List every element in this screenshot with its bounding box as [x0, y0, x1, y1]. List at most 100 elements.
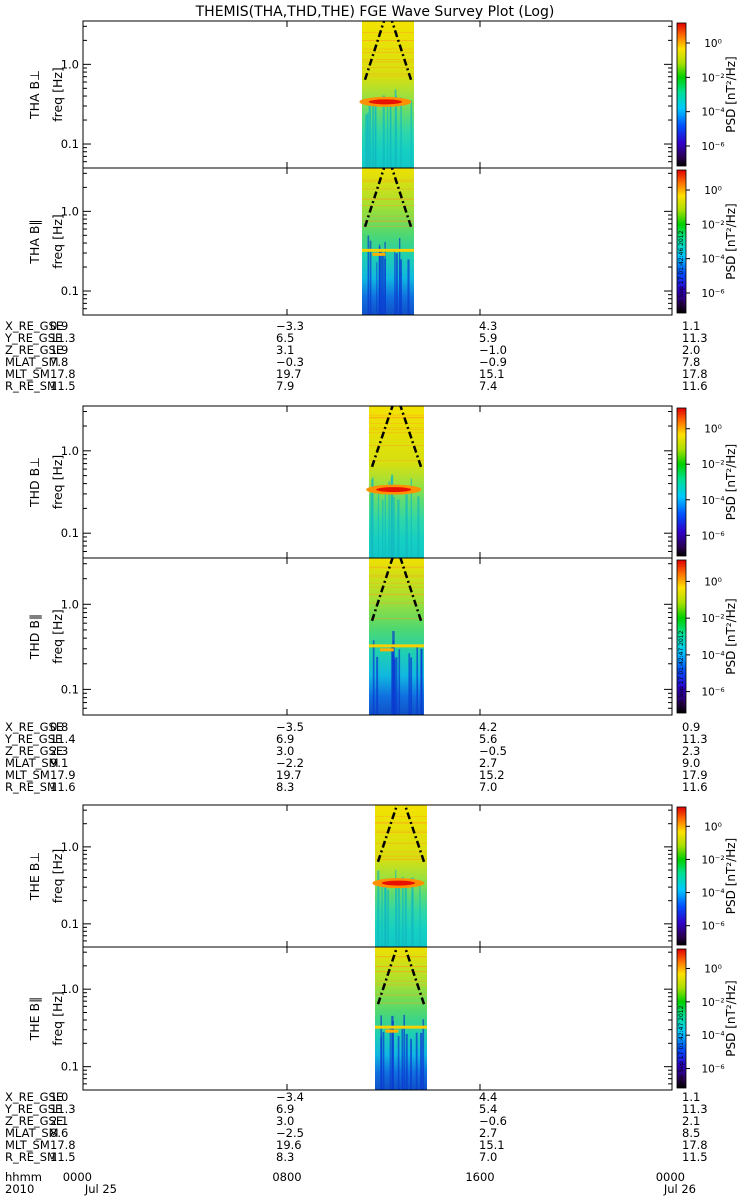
colorbar-tick-label: 10⁻² [701, 72, 724, 84]
colorbar [676, 806, 687, 946]
ephemeris-value: 11.6 [682, 379, 708, 393]
ephemeris-row-name: MLAT_SM [5, 1126, 59, 1140]
time-axis-year-label: 2010 [5, 1182, 34, 1196]
ephemeris-row-name: Y_RE_GSE [4, 1102, 62, 1116]
gyrofrequency-curve [370, 405, 394, 468]
wave-band [368, 99, 403, 105]
ephemeris-value: 11.6 [50, 780, 76, 794]
ephemeris-value: 17.9 [682, 768, 708, 782]
wave-band [385, 1029, 399, 1033]
ephemeris-value: 2.0 [682, 343, 700, 357]
ephemeris-value: 11.3 [682, 331, 708, 345]
ephemeris-value: 6.5 [276, 331, 294, 345]
ephemeris-value: 9.0 [682, 756, 700, 770]
y-tick-label: 0.1 [61, 137, 79, 151]
y-tick-label: 0.1 [61, 284, 79, 298]
ephemeris-row-name: X_RE_GSE [5, 1090, 63, 1104]
y-tick-label: 1.0 [61, 982, 79, 996]
panel-tha_par: 1.0 0.1 THA B∥ freq [Hz] 10⁰ 10⁻² 10⁻⁴ 10⁻⁶PSD … [27, 167, 738, 316]
ephemeris-value: 8.3 [276, 1150, 294, 1164]
colorbar [676, 169, 687, 314]
colorbar-tick-label: 10⁻² [701, 854, 724, 866]
y-axis-label: freq [Hz] [50, 849, 65, 904]
colorbar [676, 407, 687, 557]
colorbar-tick-label: 10⁻⁴ [701, 107, 724, 119]
gyrofrequency-curve [363, 20, 386, 81]
y-tick-label: 1.0 [61, 597, 79, 611]
gyrofrequency-curve [363, 167, 386, 228]
timestamp-label: Mon Sep 17 01:42:46 2012 [678, 230, 685, 312]
y-tick-label: 0.1 [61, 1060, 79, 1074]
ephemeris-value: 2.3 [682, 744, 700, 758]
ephemeris-value: 11.5 [50, 1150, 76, 1164]
gyrofrequency-curve [370, 557, 394, 622]
colorbar-tick-label: 10⁰ [704, 576, 722, 588]
spectrogram-strip [375, 805, 427, 947]
ephemeris-value: −3.5 [276, 720, 304, 734]
colorbar-tick-label: 10⁻⁶ [701, 921, 724, 933]
ephemeris-value: 5.9 [479, 331, 497, 345]
ephemeris-row-name: MLT_SM [5, 1138, 50, 1152]
wave-band [381, 880, 416, 886]
colorbar-tick-label: 10⁰ [704, 963, 722, 975]
panel-the_perp: 1.0 0.1 THE B⊥ freq [Hz] 10⁰ 10⁻² 10⁻⁴ 10⁻⁶PSD … [27, 804, 738, 948]
y-tick-label: 0.1 [61, 917, 79, 931]
ephemeris-value: 19.7 [276, 367, 302, 381]
ephemeris-value: 6.9 [276, 1102, 294, 1116]
ephemeris-value: 7.8 [682, 355, 700, 369]
panel-label: THD B⊥ [27, 457, 42, 508]
colorbar-tick-label: 10⁻⁶ [701, 1064, 724, 1076]
ephemeris-value: 7.0 [479, 780, 497, 794]
ephemeris-value: 2.3 [50, 744, 68, 758]
ephemeris-row-name: Y_RE_GSE [4, 732, 62, 746]
ephemeris-value: 0.8 [50, 720, 68, 734]
ephemeris-value: 2.1 [50, 1114, 68, 1128]
ephemeris-row-name: R_RE_SM [5, 780, 57, 794]
ephemeris-value: 4.3 [479, 319, 497, 333]
ephemeris-value: 17.8 [682, 367, 708, 381]
colorbar-label: PSD [nT²/Hz] [724, 56, 738, 132]
ephemeris-value: 11.3 [50, 331, 76, 345]
y-tick-label: 0.1 [61, 682, 79, 696]
ephemeris-row-name: MLT_SM [5, 768, 50, 782]
panel-label: THD B∥ [27, 614, 42, 660]
time-axis: hhmm 2010 0000 0800 1600 0000 Jul 25 Jul… [5, 1170, 696, 1196]
ephemeris-row-name: Y_RE_GSE [4, 331, 62, 345]
panel-the_par: 1.0 0.1 THE B∥ freq [Hz] 10⁰ 10⁻² 10⁻⁴ 10⁻⁶PSD … [27, 946, 738, 1091]
ephemeris-value: 11.5 [50, 379, 76, 393]
wave-band [372, 252, 386, 256]
date-label: Jul 25 [84, 1182, 117, 1196]
gyrofrequency-curve [403, 804, 426, 863]
ephemeris-value: 3.1 [276, 343, 294, 357]
ephemeris-value: 11.4 [50, 732, 76, 746]
ephemeris-value: −0.6 [479, 1114, 507, 1128]
gyrofrequency-curve [399, 405, 423, 468]
colorbar-tick-label: 10⁻⁴ [701, 495, 724, 507]
colorbar-tick-label: 10⁻⁴ [701, 888, 724, 900]
wave-band [375, 1025, 427, 1029]
ephemeris-value: 19.7 [276, 768, 302, 782]
ephemeris-value: 11.3 [682, 1102, 708, 1116]
ephemeris-value: 17.8 [50, 1138, 76, 1152]
panel-label: THA B⊥ [27, 70, 42, 120]
panel-label: THE B⊥ [27, 852, 42, 901]
y-tick-label: 1.0 [61, 57, 79, 71]
ephemeris-value: 3.0 [276, 1114, 294, 1128]
wave-band [362, 248, 414, 252]
ephemeris-value: 2.7 [479, 756, 497, 770]
ephemeris-value: −2.5 [276, 1126, 304, 1140]
gyrofrequency-curve [376, 804, 399, 863]
colorbar-tick-label: 10⁻⁶ [701, 530, 724, 542]
colorbar-tick-label: 10⁻⁴ [701, 254, 724, 266]
ephemeris-value: −3.4 [276, 1090, 304, 1104]
ephemeris-value: 8.5 [682, 1126, 700, 1140]
ephemeris-value: 5.4 [479, 1102, 497, 1116]
ephemeris-value: 4.2 [479, 720, 497, 734]
panel-thd_par: 1.0 0.1 THD B∥ freq [Hz] 10⁰ 10⁻² 10⁻⁴ 10⁻⁶ PSD … [27, 557, 738, 716]
colorbar-label: PSD [nT²/Hz] [724, 444, 738, 520]
ephemeris-row-name: R_RE_SM [5, 1150, 57, 1164]
ephemeris-row-name: X_RE_GSE [5, 720, 63, 734]
y-tick-label: 0.1 [61, 526, 79, 540]
